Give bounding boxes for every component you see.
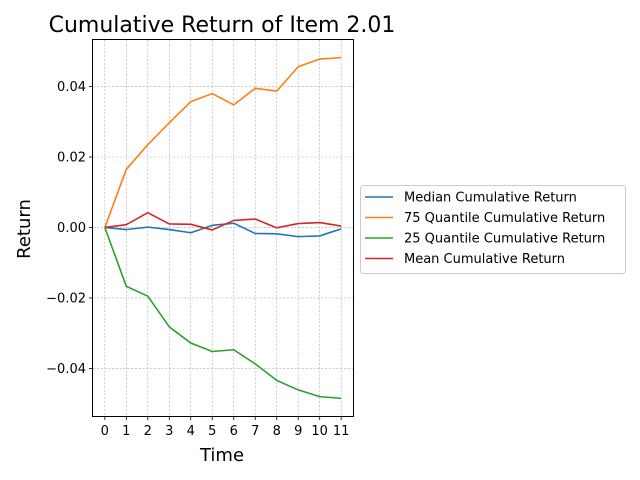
legend-box	[360, 185, 626, 274]
x-tick-label: 9	[294, 424, 302, 439]
y-axis-ticks: −0.04 −0.02 0.00 0.02 0.04	[46, 80, 93, 377]
x-tick-label: 10	[311, 424, 328, 439]
x-tick-label: 11	[333, 424, 350, 439]
plot-frame	[92, 39, 354, 417]
legend-label: 25 Quantile Cumulative Return	[404, 232, 605, 247]
y-tick-label: −0.02	[46, 291, 86, 306]
series-line	[104, 56, 342, 228]
y-tick-label: −0.04	[46, 362, 86, 377]
x-tick-label: 1	[122, 424, 130, 439]
x-axis-ticks: 0 1 2 3 4 5 6 7 8 9 10 11	[101, 416, 350, 439]
x-tick-label: 5	[208, 424, 216, 439]
x-tick-label: 6	[230, 424, 238, 439]
y-tick-label: 0.04	[57, 80, 86, 95]
series-lines	[104, 56, 342, 400]
y-axis-label: Return	[14, 199, 35, 259]
series-line	[104, 222, 342, 238]
x-tick-label: 8	[273, 424, 281, 439]
legend-label: Mean Cumulative Return	[404, 252, 565, 267]
x-tick-label: 0	[101, 424, 109, 439]
series-line	[104, 211, 342, 231]
series-line	[104, 227, 342, 400]
x-tick-label: 3	[165, 424, 173, 439]
x-tick-label: 7	[251, 424, 259, 439]
y-tick-label: 0.00	[57, 221, 86, 236]
x-tick-label: 4	[187, 424, 195, 439]
x-tick-label: 2	[144, 424, 152, 439]
x-axis-label: Time	[199, 445, 244, 466]
legend-label: Median Cumulative Return	[404, 191, 577, 206]
grid	[93, 40, 353, 416]
y-tick-label: 0.02	[57, 150, 86, 165]
legend: Median Cumulative Return 75 Quantile Cumu…	[360, 185, 626, 274]
legend-label: 75 Quantile Cumulative Return	[404, 211, 605, 226]
chart-title: Cumulative Return of Item 2.01	[49, 13, 396, 38]
